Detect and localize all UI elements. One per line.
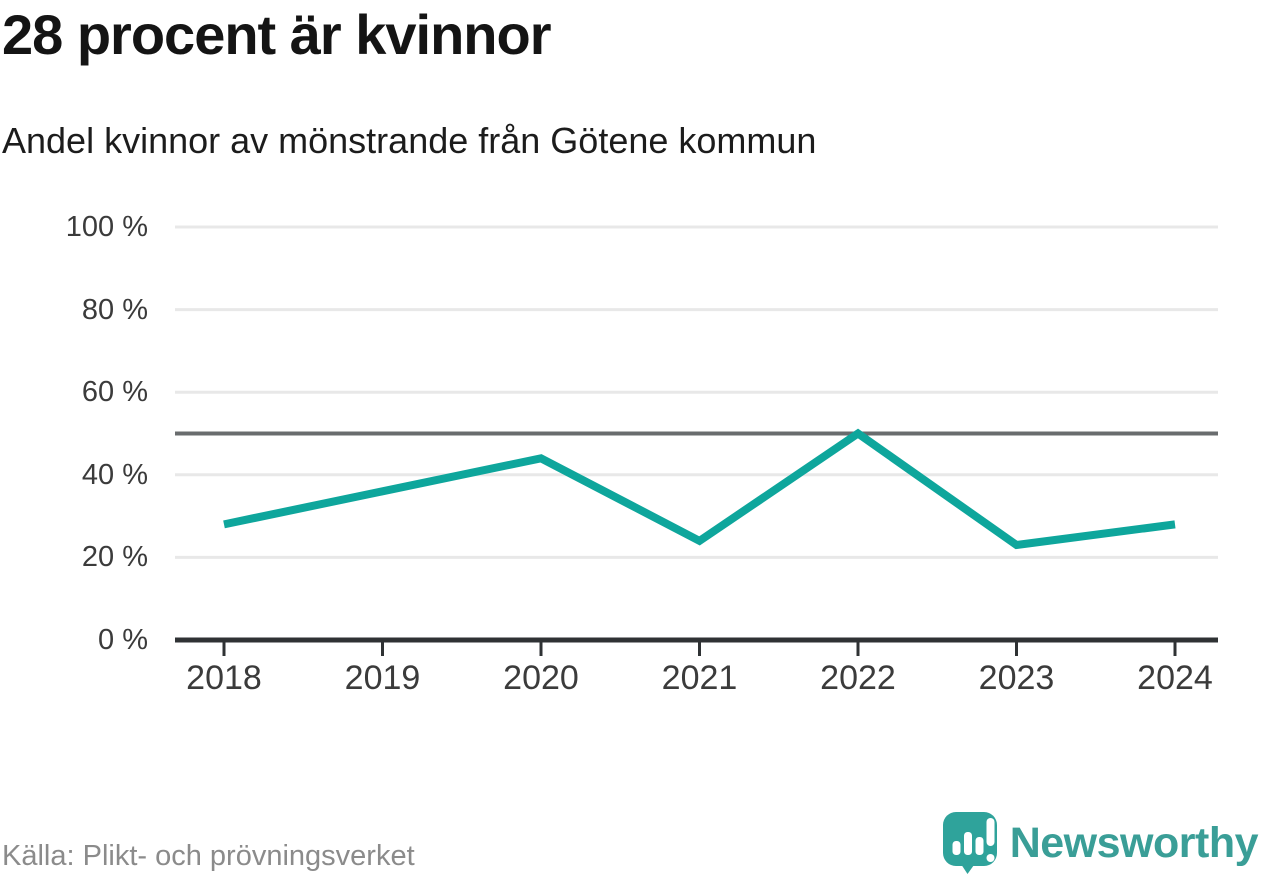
x-axis-tick-label: 2019 [344,659,421,697]
x-axis-tick-label: 2024 [1137,659,1213,697]
source-note: Källa: Plikt- och prövningsverket [2,840,415,872]
y-axis-tick-label: 80 % [81,293,148,326]
y-axis-tick-label: 60 % [81,376,148,409]
x-axis-tick-label: 2021 [661,659,738,697]
x-axis-tick-label: 2023 [978,659,1055,697]
x-axis-tick-label: 2018 [186,659,262,697]
logo-exclamation-bar [986,818,995,846]
chart-title: 28 procent är kvinnor [2,3,552,66]
chart-subtitle: Andel kvinnor av mönstrande från Götene … [2,120,817,161]
logo-bar-small [952,841,961,855]
data-line [223,428,1176,550]
newsworthy-logo-icon [942,812,997,874]
logo-bubble-tail [956,858,979,874]
y-axis-tick-label: 20 % [81,541,148,574]
logo-bar-tall [963,832,972,855]
y-axis-labels: 0 % 20 % 40 % 60 % 80 % 100 % [0,0,148,879]
newsworthy-wordmark: Newsworthy [1009,818,1259,867]
y-axis-tick-label: 100 % [65,211,148,243]
x-axis-tick-label: 2020 [503,659,579,697]
logo-exclamation-dot [986,854,995,862]
y-axis-tick-label: 40 % [81,458,148,491]
x-axis-tick-label: 2022 [820,659,896,697]
y-axis-tick-label: 0 % [98,624,148,656]
logo-bar-medium [975,837,984,855]
newsworthy-logo: Newsworthy [942,812,1259,874]
